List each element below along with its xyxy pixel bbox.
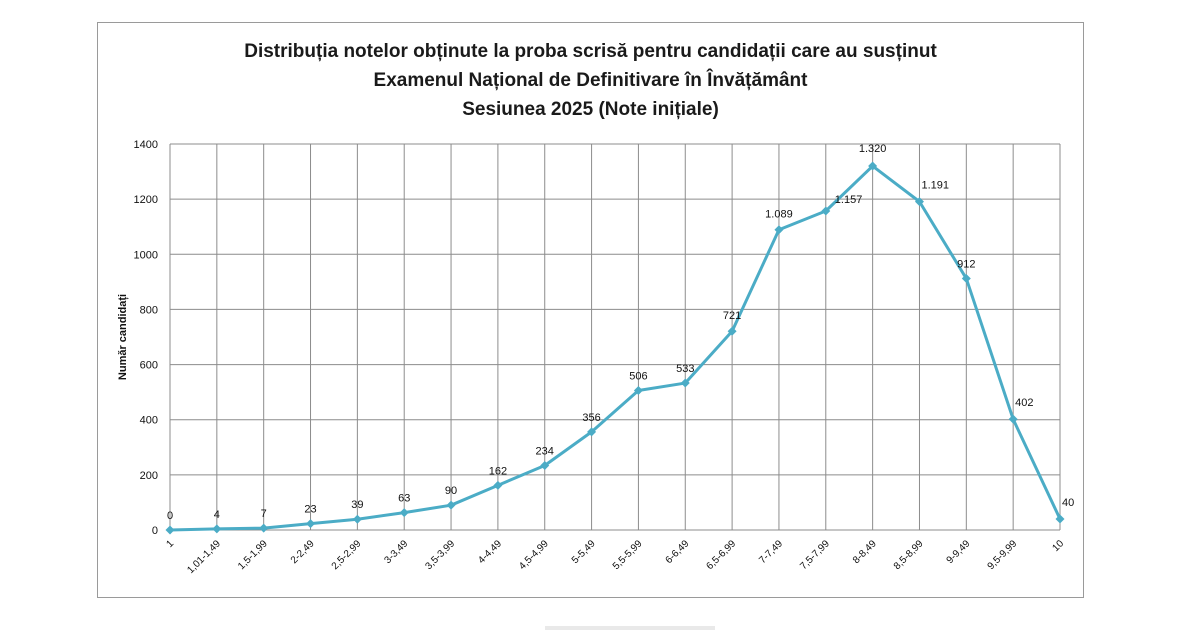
data-point xyxy=(259,523,269,533)
x-tick-label: 7,5-7,99 xyxy=(798,538,832,572)
x-tick-label: 6,5-6,99 xyxy=(704,538,738,572)
data-label: 0 xyxy=(167,510,173,522)
data-point xyxy=(961,274,971,284)
data-point xyxy=(352,514,362,524)
x-tick-label: 1 xyxy=(164,538,176,550)
data-label: 7 xyxy=(261,508,267,520)
data-point xyxy=(587,427,597,437)
y-tick-label: 1400 xyxy=(134,139,158,151)
chart-title-line-2: Examenul Național de Definitivare în Înv… xyxy=(373,70,808,91)
chart-title-line-3: Sesiunea 2025 (Note inițiale) xyxy=(462,99,719,120)
data-point xyxy=(493,480,503,490)
data-point xyxy=(212,524,222,534)
data-point xyxy=(680,378,690,388)
x-tick-label: 1,01-1,49 xyxy=(185,538,223,576)
x-tick-label: 1,5-1,99 xyxy=(236,538,270,572)
data-label: 1.320 xyxy=(859,143,887,155)
data-label: 356 xyxy=(582,412,600,424)
x-tick-label: 8-8,49 xyxy=(851,538,879,566)
data-point xyxy=(165,525,175,535)
data-label: 721 xyxy=(723,310,741,322)
x-tick-label: 3,5-3,99 xyxy=(423,538,457,572)
x-tick-label: 9-9,49 xyxy=(945,538,973,566)
data-label: 1.157 xyxy=(835,194,863,206)
data-point xyxy=(306,519,316,529)
y-tick-label: 200 xyxy=(140,470,158,482)
data-label: 23 xyxy=(304,504,316,516)
data-label: 4 xyxy=(214,509,220,521)
data-label: 402 xyxy=(1015,397,1033,409)
data-label: 90 xyxy=(445,485,457,497)
data-label: 533 xyxy=(676,363,694,375)
data-point xyxy=(1008,414,1018,424)
y-tick-label: 1000 xyxy=(134,249,158,261)
data-point xyxy=(914,197,924,207)
data-point xyxy=(540,460,550,470)
data-point xyxy=(868,161,878,171)
x-tick-label: 5-5,49 xyxy=(570,538,598,566)
data-point xyxy=(727,326,737,336)
x-tick-label: 8,5-8,99 xyxy=(892,538,926,572)
data-label: 234 xyxy=(536,445,554,457)
x-tick-label: 7-7,49 xyxy=(757,538,785,566)
x-tick-label: 2-2,49 xyxy=(289,538,317,566)
data-label: 912 xyxy=(957,259,975,271)
data-point xyxy=(774,225,784,235)
data-point xyxy=(821,206,831,216)
series-line xyxy=(169,164,1062,532)
data-label: 63 xyxy=(398,493,410,505)
y-tick-label: 1200 xyxy=(134,194,158,206)
data-point xyxy=(633,385,643,395)
x-tick-label: 5,5-5,99 xyxy=(611,538,645,572)
data-point xyxy=(446,500,456,510)
chart-title-line-1: Distribuția notelor obținute la proba sc… xyxy=(244,41,937,62)
x-tick-label: 2,5-2,99 xyxy=(330,538,364,572)
chart-title: Distribuția notelor obținute la proba sc… xyxy=(98,37,1083,124)
x-tick-label: 4,5-4,99 xyxy=(517,538,551,572)
data-point xyxy=(399,508,409,518)
x-tick-label: 10 xyxy=(1050,538,1066,554)
data-label: 39 xyxy=(351,499,363,511)
data-label: 162 xyxy=(489,465,507,477)
x-tick-label: 6-6,49 xyxy=(664,538,692,566)
data-label: 40 xyxy=(1062,497,1074,509)
y-tick-label: 600 xyxy=(140,360,158,372)
y-tick-label: 800 xyxy=(140,304,158,316)
x-tick-label: 9,5-9,99 xyxy=(986,538,1020,572)
data-label: 1.089 xyxy=(765,209,793,221)
footer-strip xyxy=(545,626,715,630)
y-axis-label: Număr candidați xyxy=(117,294,129,380)
y-tick-label: 0 xyxy=(152,525,158,537)
y-tick-label: 400 xyxy=(140,415,158,427)
data-label: 1.191 xyxy=(921,180,949,192)
data-label: 506 xyxy=(629,370,647,382)
x-tick-label: 3-3,49 xyxy=(383,538,411,566)
data-point xyxy=(1055,514,1065,524)
x-tick-label: 4-4,49 xyxy=(476,538,504,566)
